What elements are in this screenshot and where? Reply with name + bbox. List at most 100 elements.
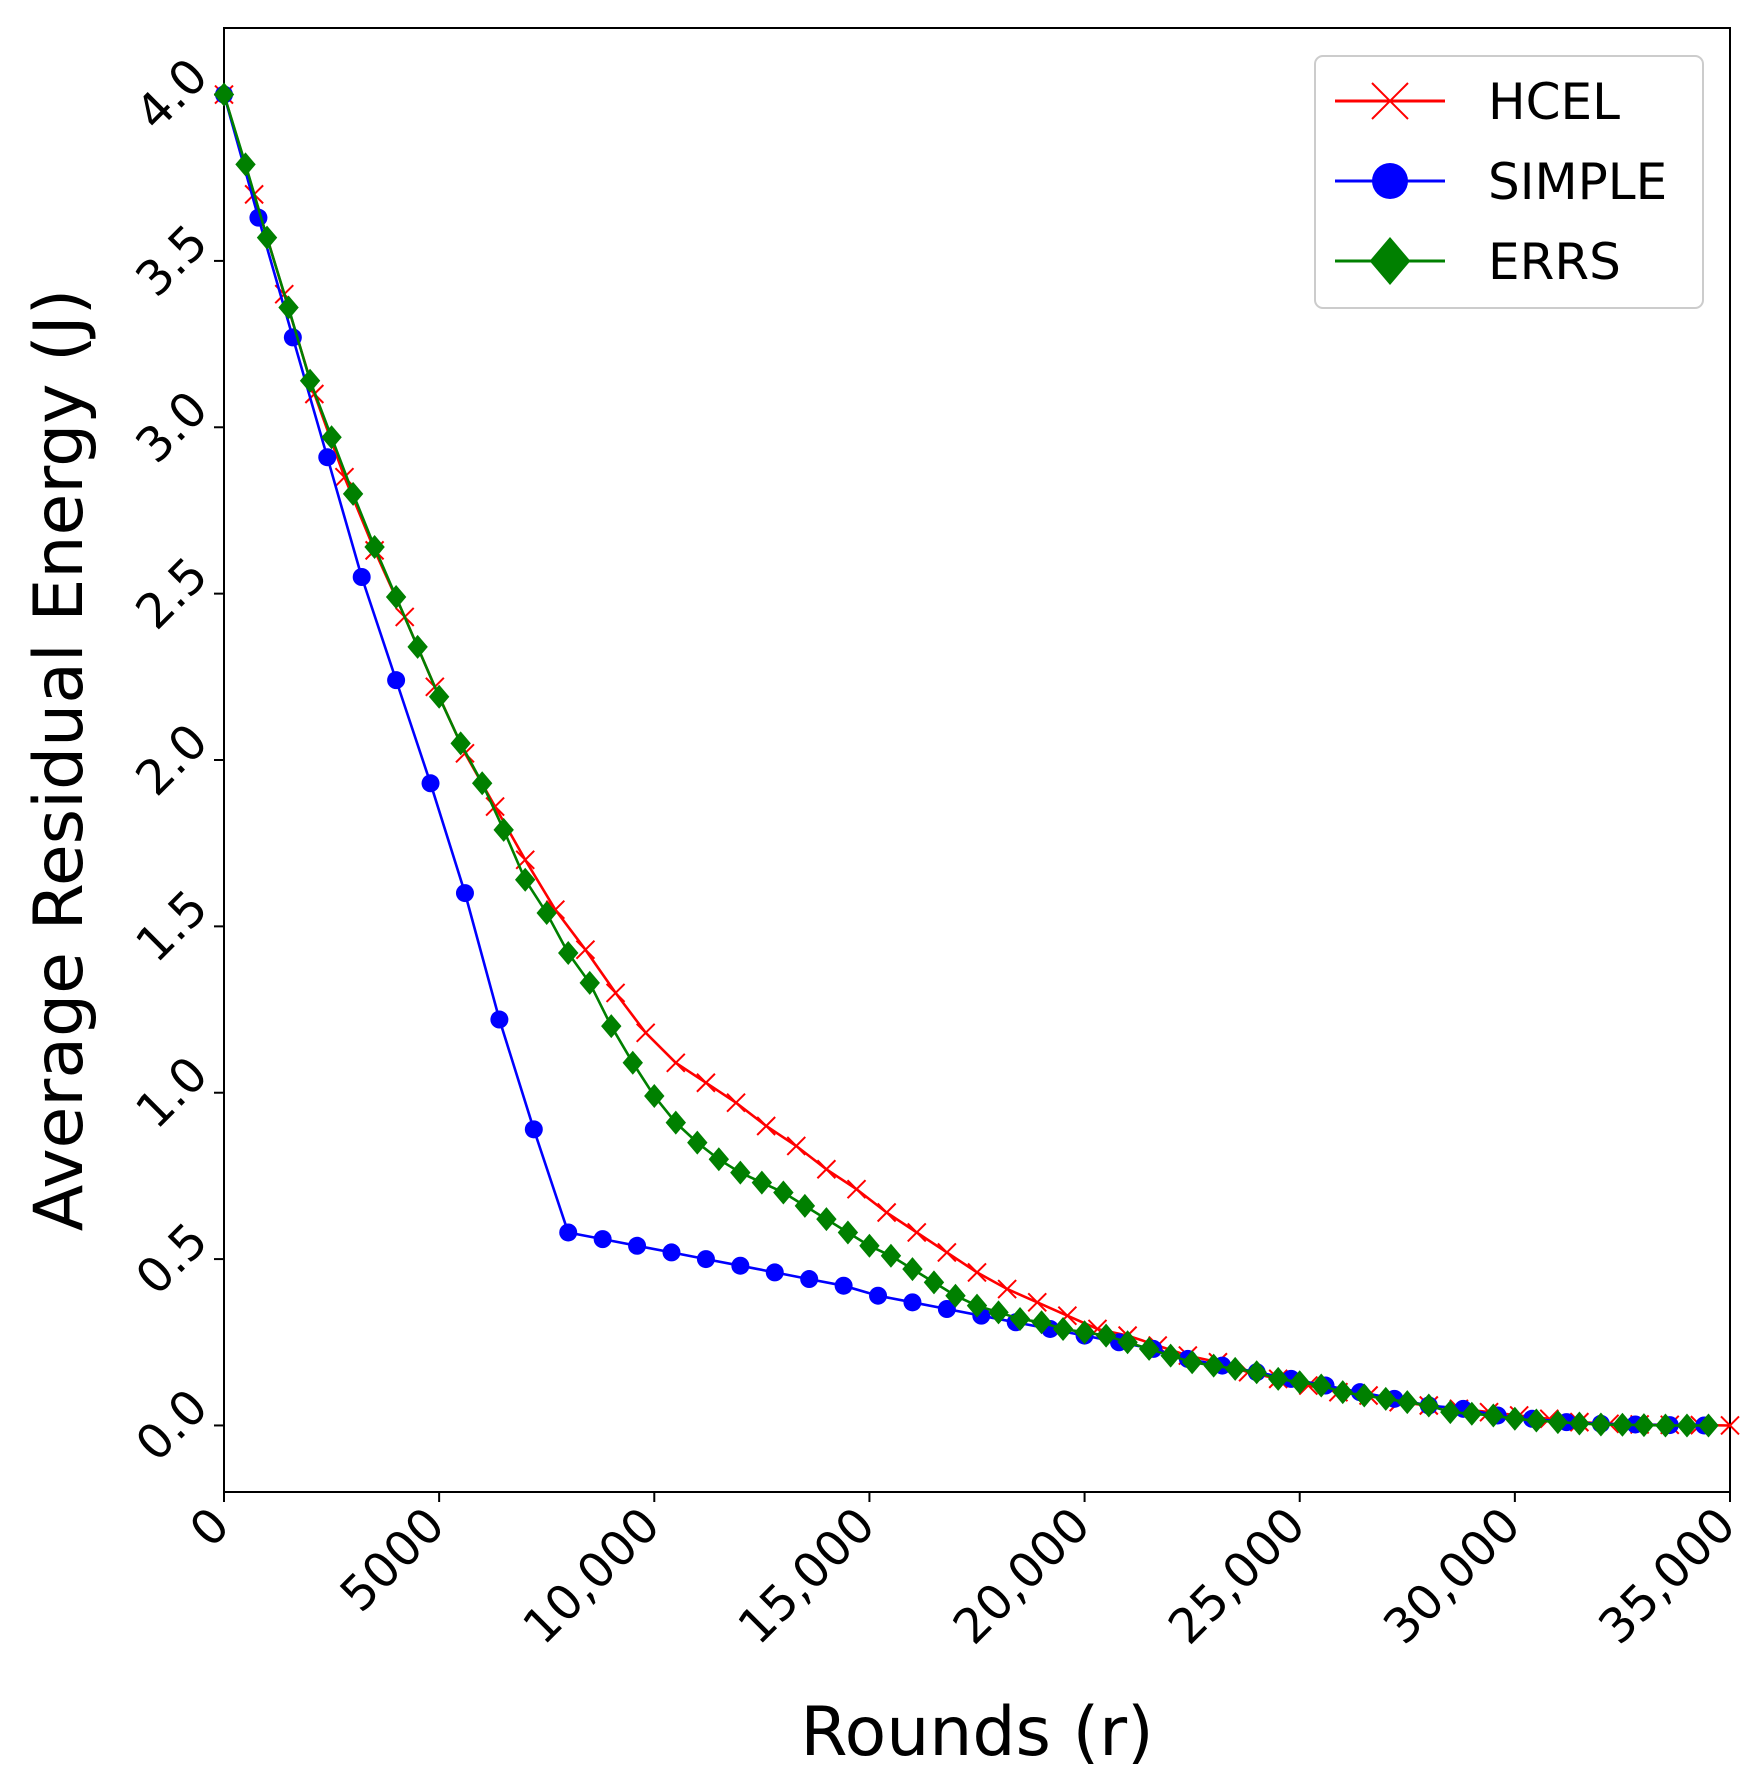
data-point-errs <box>213 82 235 107</box>
data-point-errs <box>923 1270 945 1295</box>
data-point-errs <box>342 481 364 506</box>
data-point-simple <box>731 1256 750 1275</box>
y-tick-label: 4.0 <box>125 48 219 142</box>
legend: HCEL SIMPLE ERRS <box>1314 55 1704 309</box>
data-point-simple <box>765 1263 784 1282</box>
data-point-hcel <box>666 1053 686 1073</box>
series-layer <box>213 82 1740 1438</box>
data-point-hcel <box>334 467 355 487</box>
data-point-errs <box>1633 1413 1655 1438</box>
data-point-simple <box>834 1276 853 1295</box>
data-point-simple <box>318 448 337 467</box>
data-point-errs <box>364 535 385 560</box>
legend-box <box>1314 55 1704 309</box>
data-point-errs <box>1676 1413 1698 1438</box>
data-point-simple <box>696 1250 715 1269</box>
data-point-errs <box>945 1283 966 1308</box>
y-tick-label: 0.0 <box>125 1379 219 1473</box>
y-tick-label: 2.0 <box>125 713 219 807</box>
data-point-simple <box>800 1270 819 1289</box>
data-point-errs <box>880 1243 902 1268</box>
data-point-errs <box>1526 1408 1547 1433</box>
data-point-simple <box>387 671 406 690</box>
data-point-errs <box>1612 1412 1633 1437</box>
data-point-errs <box>1483 1403 1504 1428</box>
data-point-errs <box>1009 1306 1031 1331</box>
y-tick-label: 1.5 <box>125 880 219 974</box>
data-point-errs <box>1504 1406 1526 1431</box>
series-line-errs <box>222 94 1709 1427</box>
legend-label-hcel: HCEL <box>1488 73 1620 131</box>
data-point-errs <box>536 901 557 926</box>
data-point-errs <box>278 295 299 320</box>
data-point-errs <box>428 684 450 709</box>
data-point-errs <box>1698 1413 1719 1438</box>
data-point-hcel <box>876 1202 897 1223</box>
data-point-errs <box>1375 1386 1396 1411</box>
y-tick-label: 2.5 <box>125 547 219 641</box>
data-point-simple <box>421 774 440 793</box>
data-point-errs <box>471 771 493 796</box>
data-point-errs <box>859 1233 880 1258</box>
y-tick-label: 1.0 <box>125 1046 219 1140</box>
data-point-errs <box>1224 1356 1246 1381</box>
data-point-errs <box>299 368 321 393</box>
data-point-errs <box>1138 1336 1160 1361</box>
series-simple <box>215 85 1714 1435</box>
data-point-hcel <box>967 1262 987 1283</box>
data-point-errs <box>644 1084 665 1109</box>
data-point-errs <box>1418 1393 1439 1418</box>
data-point-errs <box>385 584 407 609</box>
data-point-errs <box>730 1160 751 1185</box>
data-point-errs <box>450 731 471 756</box>
data-point-errs <box>1440 1400 1461 1425</box>
data-point-hcel <box>816 1159 837 1179</box>
data-point-simple <box>524 1120 543 1139</box>
data-point-errs <box>321 425 342 450</box>
y-axis-title: Average Residual Energy (J) <box>20 289 99 1231</box>
data-point-errs <box>622 1050 643 1075</box>
y-axis: 0.0 0.5 1.0 1.5 2.0 2.5 3.0 3.5 4.0 <box>125 48 224 1472</box>
data-point-hcel <box>605 983 626 1003</box>
data-point-errs <box>1181 1350 1203 1375</box>
data-point-errs <box>1268 1366 1289 1391</box>
data-point-errs <box>988 1300 1009 1325</box>
x-tick-label: 5000 <box>330 1497 456 1623</box>
data-point-hcel <box>575 939 596 960</box>
data-point-legend-errs <box>1369 237 1411 285</box>
data-point-errs <box>687 1130 708 1155</box>
data-point-errs <box>1289 1370 1310 1395</box>
data-point-hcel <box>937 1242 957 1263</box>
x-tick-label: 25,000 <box>1158 1497 1316 1655</box>
data-point-errs <box>1461 1401 1483 1426</box>
data-point-simple <box>490 1010 509 1029</box>
data-point-simple <box>559 1223 578 1242</box>
data-point-errs <box>1354 1383 1375 1408</box>
data-point-errs <box>773 1180 794 1205</box>
data-point-simple <box>455 884 474 903</box>
x-tick-label: 30,000 <box>1373 1497 1531 1655</box>
data-point-errs <box>1095 1323 1117 1348</box>
x-tick-label: 10,000 <box>512 1497 670 1655</box>
data-point-errs <box>1074 1320 1095 1345</box>
data-point-errs <box>235 152 256 177</box>
data-point-errs <box>1397 1390 1418 1415</box>
x-axis-title: Rounds (r) <box>800 1693 1153 1772</box>
data-point-errs <box>515 867 536 892</box>
data-point-simple <box>662 1243 681 1262</box>
data-point-hcel <box>1027 1292 1047 1313</box>
legend-item-simple: SIMPLE <box>1335 153 1667 211</box>
data-point-errs <box>493 817 514 842</box>
data-point-errs <box>1052 1316 1074 1341</box>
data-point-simple <box>869 1286 888 1305</box>
data-point-hcel <box>726 1093 746 1113</box>
data-point-errs <box>256 225 278 250</box>
data-point-errs <box>837 1220 859 1245</box>
data-point-errs <box>601 1014 622 1039</box>
data-point-errs <box>1246 1360 1267 1385</box>
data-point-errs <box>1160 1343 1181 1368</box>
data-point-errs <box>1655 1413 1676 1438</box>
data-point-errs <box>966 1293 988 1318</box>
y-tick-label: 3.0 <box>125 380 219 474</box>
